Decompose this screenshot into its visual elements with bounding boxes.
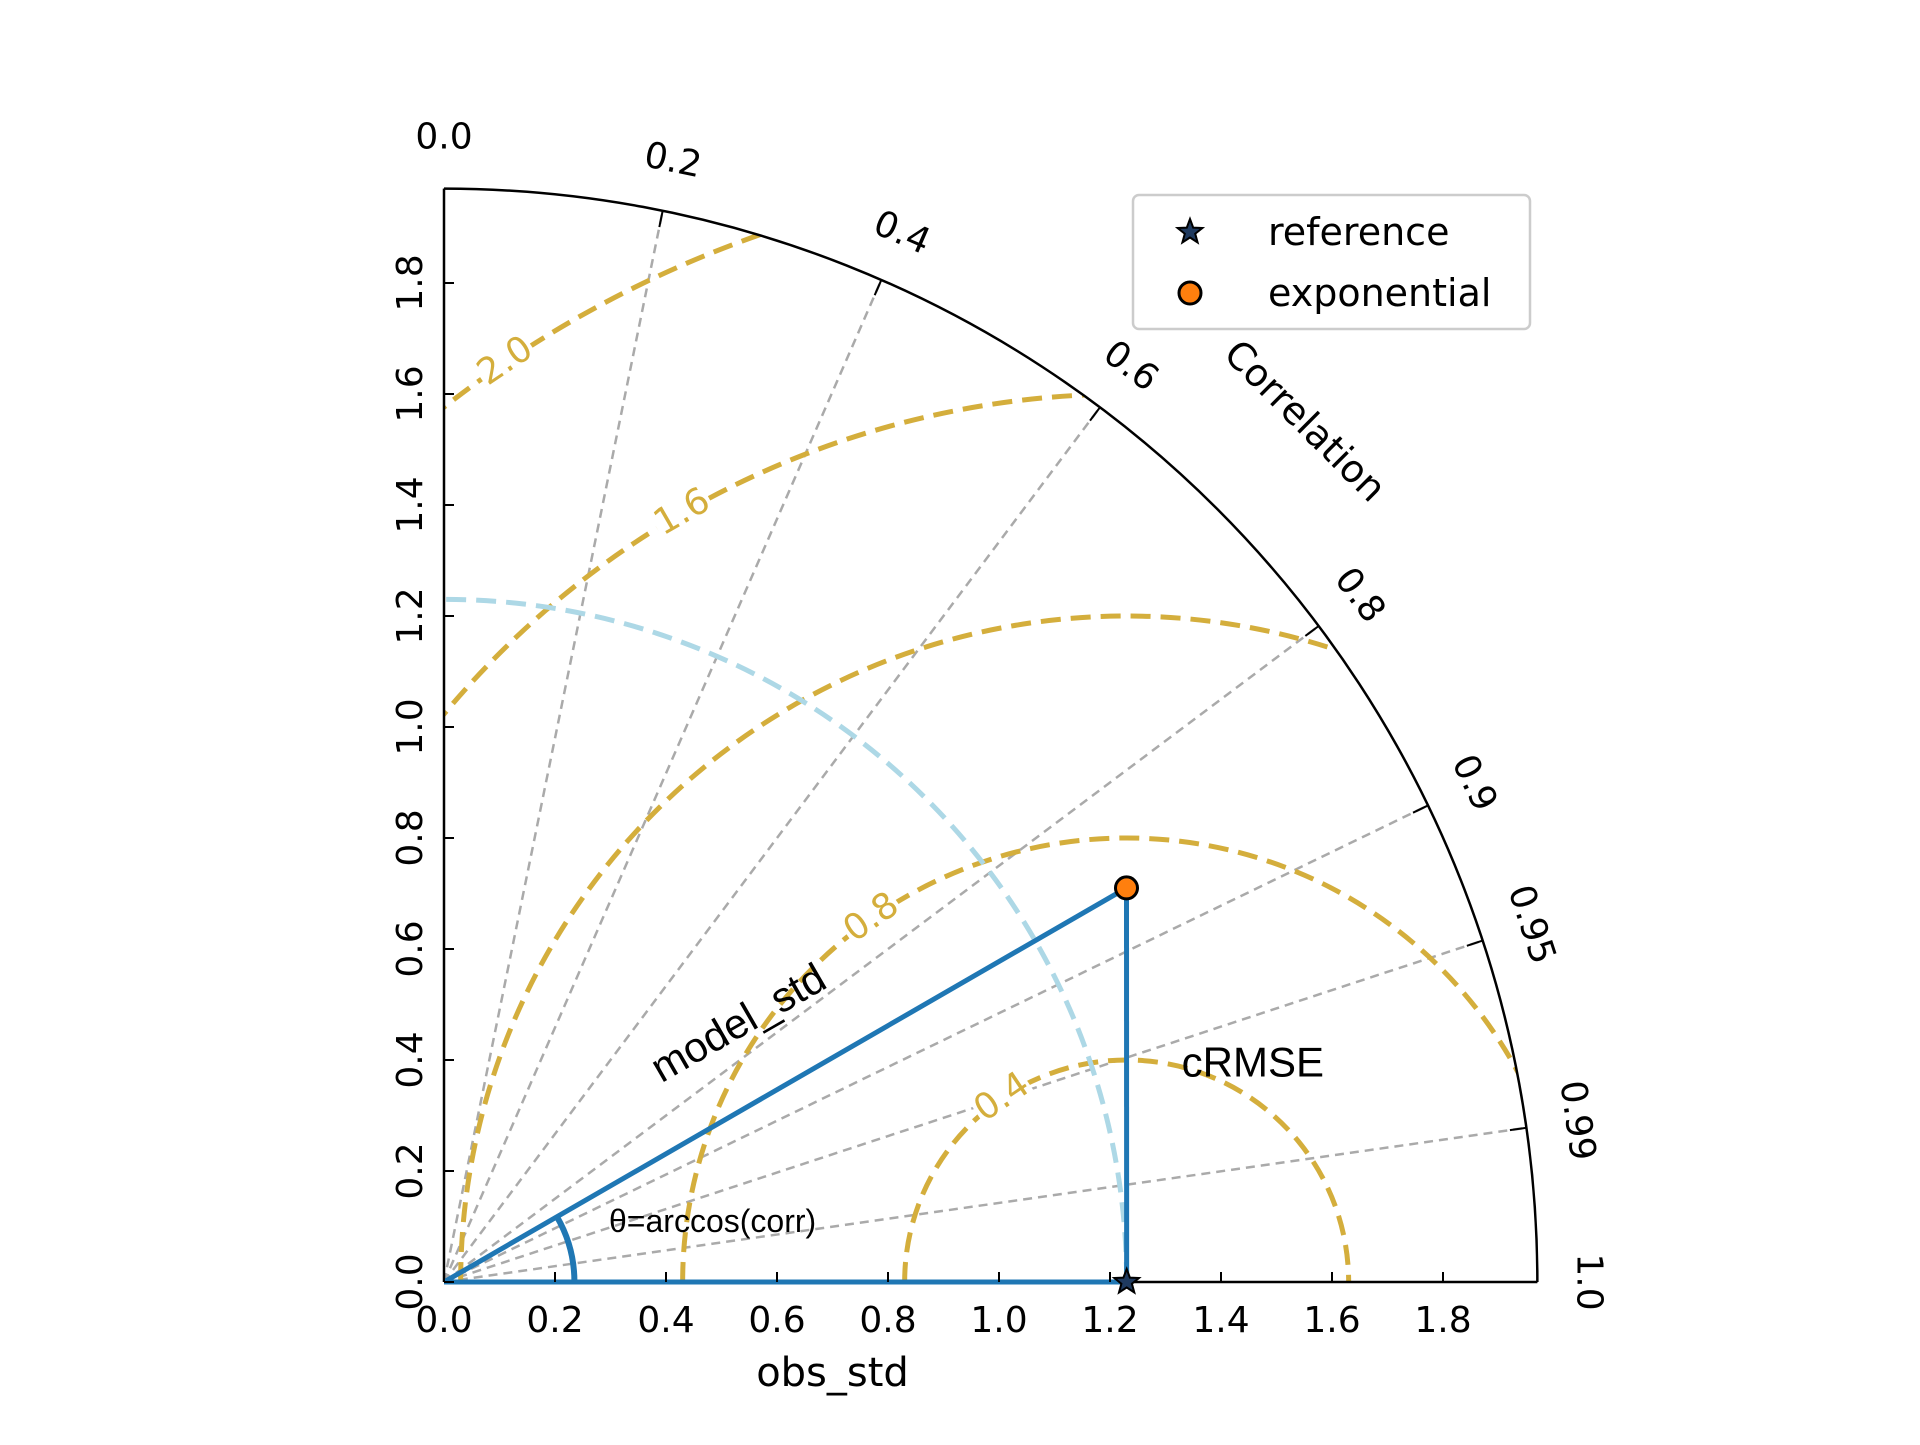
x-tick-label-1: 0.2 — [526, 1300, 583, 1341]
x-tick-label-8: 1.6 — [1303, 1300, 1360, 1341]
x-tick-label-6: 1.2 — [1081, 1300, 1138, 1341]
crmse-annotation: cRMSE — [1182, 1039, 1324, 1086]
y-tick-label-1: 0.2 — [390, 1142, 431, 1199]
corr-tick-label-3: 0.6 — [1096, 333, 1166, 400]
y-tick-label-8: 1.6 — [390, 365, 431, 422]
corr-tick-label-7: 0.99 — [1551, 1078, 1603, 1163]
correlation-axis-title: Correlation — [1216, 331, 1395, 510]
corr-tick-label-4: 0.8 — [1326, 560, 1393, 630]
corr-grid-line-1 — [444, 280, 881, 1282]
y-tick-label-0: 0.0 — [390, 1253, 431, 1310]
legend-reference-label: reference — [1268, 210, 1449, 254]
corr-tick-label-1: 0.2 — [641, 135, 705, 187]
corr-tick-label-0: 0.0 — [415, 117, 472, 158]
corr-tick-label-8: 1.0 — [1568, 1253, 1609, 1310]
corr-grid-line-3 — [444, 626, 1319, 1282]
x-tick-label-5: 1.0 — [970, 1300, 1027, 1341]
x-tick-label-4: 0.8 — [859, 1300, 916, 1341]
exponential-point — [1115, 877, 1137, 899]
corr-tick-6 — [1467, 941, 1483, 946]
corr-tick-label-2: 0.4 — [867, 203, 936, 263]
legend-exponential-marker — [1179, 282, 1201, 304]
corr-tick-label-5: 0.9 — [1443, 748, 1505, 817]
crmse-contour-label-2: 1.6 — [647, 480, 717, 544]
theta-annotation: θ=arccos(corr) — [609, 1203, 816, 1239]
x-tick-label-3: 0.6 — [748, 1300, 805, 1341]
reference-point — [1114, 1269, 1139, 1293]
y-tick-label-7: 1.4 — [390, 476, 431, 533]
y-tick-label-2: 0.4 — [390, 1031, 431, 1088]
corr-tick-7 — [1510, 1128, 1526, 1130]
corr-grid-line-2 — [444, 407, 1100, 1282]
y-tick-label-6: 1.2 — [390, 587, 431, 644]
crmse-contour-group — [17, 172, 1920, 1282]
crmse-contour-label-3: 2.0 — [470, 328, 540, 394]
legend-exponential-label: exponential — [1268, 271, 1491, 315]
corr-tick-2 — [875, 280, 882, 295]
x-tick-label-7: 1.4 — [1192, 1300, 1249, 1341]
crmse-contour-4 — [17, 172, 1920, 1282]
y-tick-label-4: 0.8 — [390, 809, 431, 866]
x-axis-title: obs_std — [756, 1350, 909, 1396]
corr-tick-5 — [1413, 805, 1428, 812]
corr-grid-line-5 — [444, 941, 1483, 1282]
y-tick-label-9: 1.8 — [390, 254, 431, 311]
y-tick-label-3: 0.6 — [390, 920, 431, 977]
corr-tick-label-6: 0.95 — [1500, 880, 1564, 969]
corr-tick-3 — [1090, 407, 1100, 420]
reference-std-arc — [444, 599, 1127, 1282]
x-tick-label-2: 0.4 — [637, 1300, 694, 1341]
x-tick-label-9: 1.8 — [1414, 1300, 1471, 1341]
corr-tick-4 — [1305, 626, 1318, 636]
crmse-contour-3 — [239, 394, 1920, 1282]
y-tick-label-5: 1.0 — [390, 698, 431, 755]
theta-angle-arc — [557, 1217, 574, 1282]
corr-grid-line-6 — [444, 1128, 1526, 1282]
